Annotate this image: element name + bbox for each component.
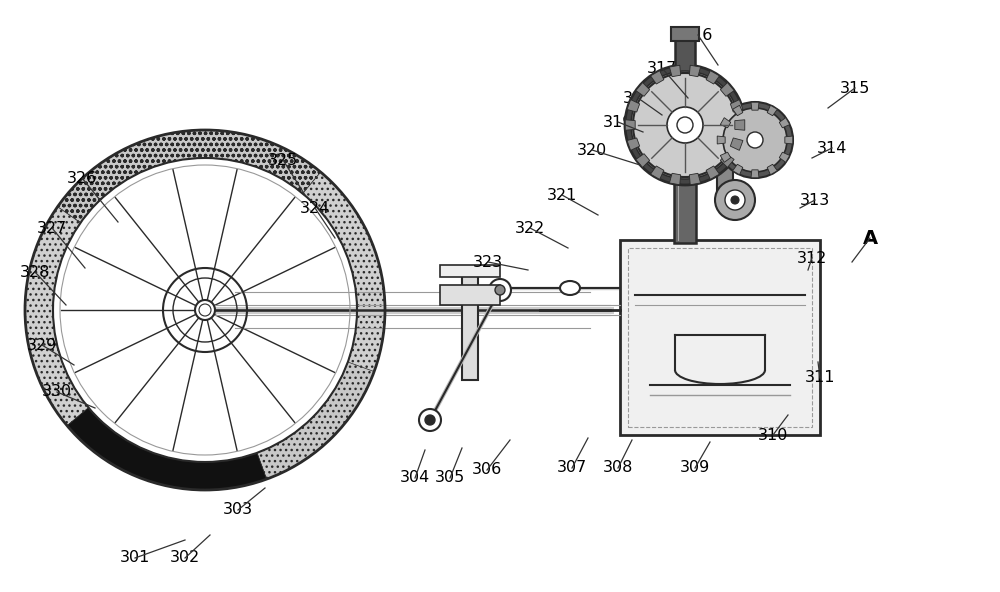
Polygon shape [625, 120, 635, 130]
Bar [717, 95, 733, 195]
Wedge shape [58, 130, 321, 223]
Text: 319: 319 [603, 114, 633, 130]
Polygon shape [720, 152, 731, 162]
Circle shape [489, 279, 511, 301]
Wedge shape [257, 349, 379, 479]
Polygon shape [733, 105, 743, 115]
Polygon shape [717, 136, 725, 144]
Polygon shape [779, 152, 790, 162]
Polygon shape [720, 118, 731, 128]
Polygon shape [785, 136, 793, 144]
Circle shape [419, 409, 441, 431]
Circle shape [725, 190, 745, 210]
Text: 321: 321 [547, 188, 577, 202]
Text: 316: 316 [683, 27, 713, 43]
Text: 305: 305 [435, 471, 465, 485]
Circle shape [677, 117, 693, 133]
Text: 315: 315 [840, 81, 870, 95]
Polygon shape [720, 82, 734, 96]
Polygon shape [651, 70, 664, 84]
Circle shape [425, 415, 435, 425]
Bar [440, 285, 500, 305]
Circle shape [195, 300, 215, 320]
Polygon shape [689, 65, 701, 77]
Text: 312: 312 [797, 250, 827, 265]
Text: 325: 325 [268, 153, 298, 168]
Polygon shape [651, 166, 664, 179]
Bar [620, 240, 820, 435]
Text: 302: 302 [170, 551, 200, 565]
Text: 307: 307 [557, 461, 587, 475]
Text: A: A [862, 229, 878, 247]
Text: 314: 314 [817, 140, 847, 156]
Text: 330: 330 [42, 384, 72, 400]
Wedge shape [303, 172, 385, 372]
Text: 327: 327 [37, 220, 67, 236]
Circle shape [633, 73, 737, 177]
Text: 311: 311 [805, 371, 835, 385]
Text: 324: 324 [300, 201, 330, 215]
Wedge shape [67, 408, 267, 490]
Polygon shape [767, 105, 777, 115]
Polygon shape [669, 173, 681, 185]
Polygon shape [730, 99, 743, 112]
Text: 328: 328 [20, 265, 50, 279]
Polygon shape [669, 65, 681, 77]
Text: 318: 318 [623, 91, 653, 105]
Text: 326: 326 [67, 170, 97, 185]
Text: 301: 301 [120, 551, 150, 565]
Circle shape [495, 285, 505, 295]
Polygon shape [751, 102, 759, 110]
Polygon shape [730, 138, 743, 150]
Circle shape [667, 107, 703, 143]
Polygon shape [636, 82, 650, 96]
Circle shape [715, 180, 755, 220]
Text: 310: 310 [758, 427, 788, 442]
Circle shape [717, 102, 793, 178]
Polygon shape [627, 99, 640, 112]
Bar [671, 27, 699, 41]
Circle shape [631, 71, 739, 179]
Circle shape [625, 65, 745, 185]
Ellipse shape [560, 281, 580, 295]
Text: 309: 309 [680, 461, 710, 475]
Text: 313: 313 [800, 192, 830, 208]
Wedge shape [25, 207, 89, 426]
Text: 304: 304 [400, 471, 430, 485]
Bar [674, 95, 696, 243]
Polygon shape [636, 154, 650, 168]
Polygon shape [735, 120, 745, 130]
Circle shape [731, 196, 739, 204]
Polygon shape [689, 173, 701, 185]
Text: 306: 306 [472, 462, 502, 478]
Text: 303: 303 [223, 503, 253, 517]
Text: 317: 317 [647, 60, 677, 76]
Circle shape [747, 132, 763, 148]
Polygon shape [706, 70, 719, 84]
Bar [440, 265, 500, 277]
Polygon shape [627, 138, 640, 150]
Polygon shape [779, 118, 790, 128]
Polygon shape [706, 166, 719, 179]
Text: 322: 322 [515, 220, 545, 236]
Polygon shape [767, 164, 777, 175]
Text: 308: 308 [603, 461, 633, 475]
Bar [675, 40, 695, 98]
Bar [462, 270, 478, 380]
Polygon shape [720, 154, 734, 168]
Polygon shape [733, 164, 743, 175]
Text: 320: 320 [577, 143, 607, 157]
Text: 329: 329 [27, 337, 57, 352]
Circle shape [723, 108, 787, 172]
Text: 323: 323 [473, 255, 503, 269]
Bar [628, 248, 812, 427]
Polygon shape [751, 170, 759, 178]
